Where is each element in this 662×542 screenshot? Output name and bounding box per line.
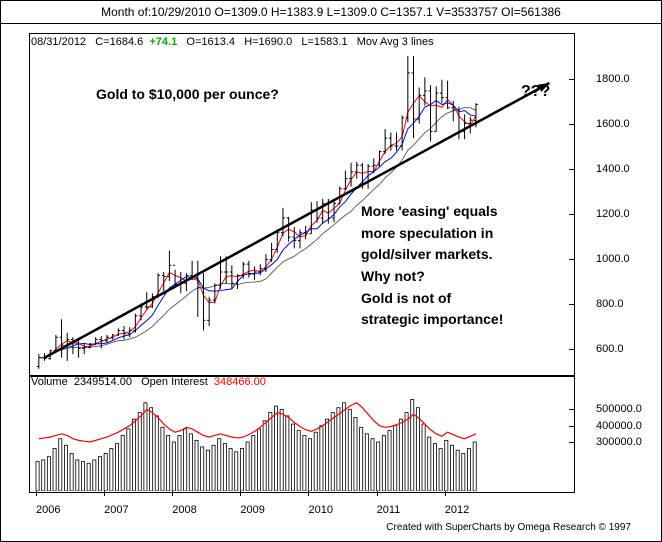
annotation-question: ??? [521, 83, 550, 101]
anno-line-1: More 'easing' equals [361, 201, 581, 223]
x-year-label: 2007 [104, 504, 128, 516]
x-year-label: 2009 [240, 504, 264, 516]
anno-line-3: gold/silver markets. [361, 244, 581, 266]
x-year-label: 2010 [308, 504, 332, 516]
anno-line-5: Gold is not of [361, 288, 581, 310]
x-year-label: 2006 [36, 504, 60, 516]
anno-line-4: Why not? [361, 266, 581, 288]
price-y-label: 600.0 [596, 343, 651, 355]
x-year-label: 2008 [172, 504, 196, 516]
price-y-label: 1200.0 [596, 208, 651, 220]
price-y-label: 800.0 [596, 298, 651, 310]
price-y-label: 1800.0 [596, 73, 651, 85]
volume-y-label: 500000.0 [596, 403, 651, 415]
volume-chart [31, 393, 571, 491]
x-year-label: 2011 [377, 504, 401, 516]
x-year-label: 2012 [445, 504, 469, 516]
price-y-label: 1400.0 [596, 163, 651, 175]
volume-y-label: 400000.0 [596, 420, 651, 432]
annotation-paragraph: More 'easing' equals more speculation in… [361, 201, 581, 331]
price-y-label: 1000.0 [596, 253, 651, 265]
anno-line-2: more speculation in [361, 223, 581, 245]
footer-credit: Created with SuperCharts by Omega Resear… [386, 522, 631, 533]
chart-container: Month of:10/29/2010 O=1309.0 H=1383.9 L=… [0, 0, 662, 542]
annotation-gold-10k: Gold to $10,000 per ounce? [96, 86, 279, 102]
price-y-label: 1600.0 [596, 118, 651, 130]
volume-y-label: 300000.0 [596, 436, 651, 448]
anno-line-6: strategic importance! [361, 309, 581, 331]
title-bar: Month of:10/29/2010 O=1309.0 H=1383.9 L=… [1, 1, 661, 24]
